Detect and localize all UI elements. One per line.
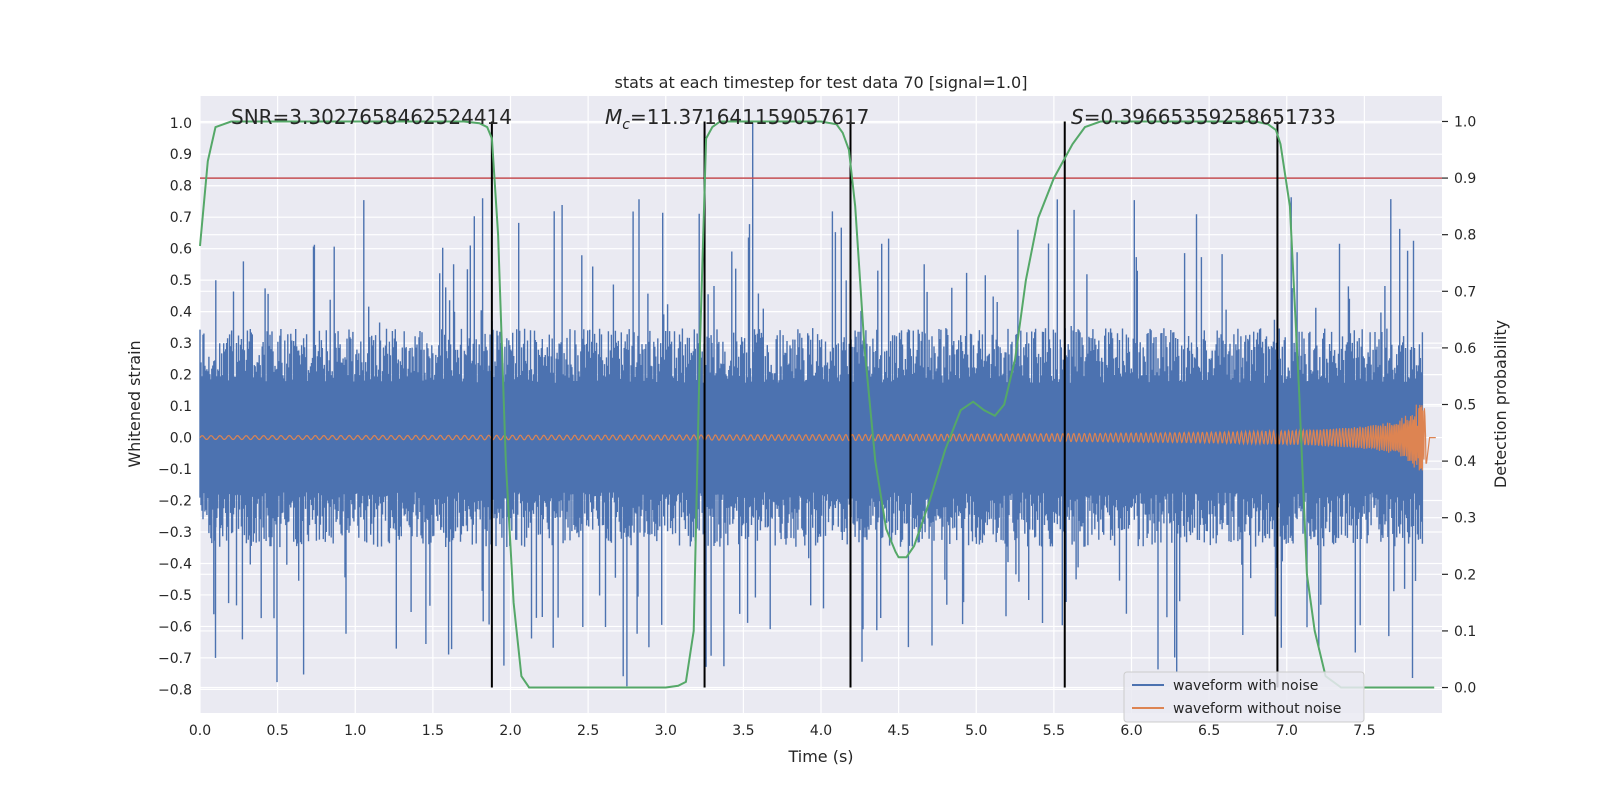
chart-title: stats at each timestep for test data 70 …: [615, 73, 1028, 92]
legend: waveform with noise waveform without noi…: [1123, 671, 1365, 723]
y-tick-label: 0.7: [170, 210, 192, 226]
x-axis-label: Time (s): [787, 747, 853, 766]
y-axis-label: Whitened strain: [125, 340, 144, 467]
y-right-tick-label: 0.3: [1454, 511, 1476, 527]
y-tick-label: 0.2: [170, 368, 192, 384]
s-value: =0.39665359258651733: [1084, 105, 1336, 129]
y-right-tick-label: 0.5: [1454, 398, 1476, 414]
x-tick-label: 5.5: [1043, 723, 1065, 739]
y-tick-label: 0.9: [170, 147, 192, 163]
y-axis-right-ticks: 1.0 0.9 0.8 0.7 0.6 0.5 0.4 0.3 0.2 0.1 0.0: [1442, 114, 1476, 697]
y-right-tick-label: 0.4: [1454, 454, 1476, 470]
y-tick-label: 0.5: [170, 273, 192, 289]
y-tick-label: −0.5: [158, 588, 192, 604]
vertical-markers: [490, 121, 1279, 688]
legend-label-with-noise: waveform with noise: [1173, 678, 1318, 694]
x-tick-label: 0.0: [189, 723, 211, 739]
x-tick-label: 4.0: [810, 723, 832, 739]
y-right-tick-label: 0.9: [1454, 171, 1476, 187]
chirp-mass-symbol: M: [605, 105, 622, 129]
x-tick-label: 1.5: [422, 723, 444, 739]
y-tick-label: −0.2: [158, 494, 192, 510]
x-tick-label: 7.0: [1276, 723, 1298, 739]
y-right-tick-label: 0.0: [1454, 681, 1476, 697]
y-tick-label: 0.1: [170, 399, 192, 415]
x-tick-label: 1.0: [344, 723, 366, 739]
y-tick-label: 0.6: [170, 242, 192, 258]
y-right-tick-label: 0.2: [1454, 567, 1476, 583]
y-tick-label: 0.8: [170, 179, 192, 195]
noise-trace: [199, 122, 1424, 687]
y-tick-label: 0.0: [170, 431, 192, 447]
y-tick-label: −0.6: [158, 619, 192, 635]
y-tick-label: 0.3: [170, 336, 192, 352]
x-tick-label: 5.0: [965, 723, 987, 739]
y-tick-label: −0.1: [158, 462, 192, 478]
x-axis-ticks: 0.0 0.5 1.0 1.5 2.0 2.5 3.0 3.5 4.0 4.5 5.0 5.5 6.0 6…: [189, 723, 1376, 739]
y-axis-right-label: Detection probability: [1491, 320, 1510, 488]
x-tick-label: 6.0: [1120, 723, 1142, 739]
y-tick-label: −0.3: [158, 525, 192, 541]
y-axis-ticks: 1.0 0.9 0.8 0.7 0.6 0.5 0.4 0.3 0.2 0.1 0.0 −0.1 −0.…: [158, 116, 192, 699]
x-tick-label: 3.0: [655, 723, 677, 739]
snr-annotation: SNR=3.3027658462524414: [231, 105, 512, 129]
x-tick-label: 2.5: [577, 723, 599, 739]
s-annotation: S=0.39665359258651733: [1071, 105, 1336, 129]
plot-area: [199, 120, 1442, 689]
y-tick-label: 0.4: [170, 305, 192, 321]
chirp-mass-subscript: c: [622, 117, 630, 133]
x-tick-label: 4.5: [887, 723, 909, 739]
chirp-mass-value: =11.371641159057617: [630, 105, 869, 129]
y-tick-label: 1.0: [170, 116, 192, 132]
x-tick-label: 2.0: [499, 723, 521, 739]
chirp-mass-annotation: Mc=11.371641159057617: [605, 105, 869, 133]
series-waveform-without-noise: [199, 404, 1436, 471]
series-waveform-with-noise: [199, 122, 1424, 687]
legend-box: [1123, 671, 1365, 723]
y-right-tick-label: 0.7: [1454, 284, 1476, 300]
y-tick-label: −0.8: [158, 682, 192, 698]
x-tick-label: 6.5: [1198, 723, 1220, 739]
series-detection-probability: [199, 120, 1435, 689]
y-tick-label: −0.4: [158, 556, 192, 572]
y-right-tick-label: 1.0: [1454, 114, 1476, 130]
x-tick-label: 7.5: [1353, 723, 1375, 739]
y-right-tick-label: 0.6: [1454, 341, 1476, 357]
y-tick-label: −0.7: [158, 651, 192, 667]
x-tick-label: 3.5: [732, 723, 754, 739]
y-right-tick-label: 0.1: [1454, 624, 1476, 640]
legend-label-without-noise: waveform without noise: [1173, 701, 1341, 717]
x-tick-label: 0.5: [266, 723, 288, 739]
y-right-tick-label: 0.8: [1454, 228, 1476, 244]
s-symbol: S: [1071, 105, 1084, 129]
